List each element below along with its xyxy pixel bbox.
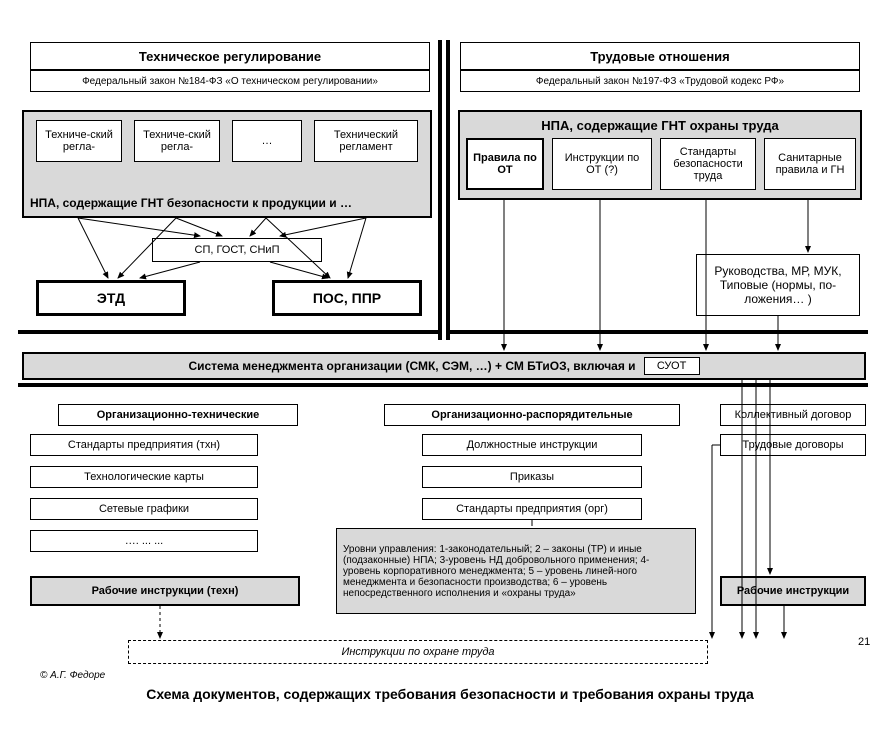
guidance-box: Руководства, МР, МУК, Типовые (нормы, по… (696, 254, 860, 316)
footnote: © А.Г. Федоре (40, 670, 105, 681)
pos-ppr-box: ПОС, ППР (272, 280, 422, 316)
col1-item-1: Стандарты предприятия (тхн) (30, 434, 258, 456)
right-item-2: Инструкции по ОТ (?) (552, 138, 652, 190)
left-header-subtitle: Федеральный закон №184-ФЗ «О техническом… (30, 70, 430, 92)
col3-item-1: Коллективный договор (720, 404, 866, 426)
sp-gost-box: СП, ГОСТ, СНиП (152, 238, 322, 262)
right-npa-title: НПА, содержащие ГНТ охраны труда (541, 118, 778, 133)
instructions-box: Инструкции по охране труда (128, 640, 708, 664)
hline-top-left (18, 330, 438, 334)
system-bar: Система менеджмента организации (СМК, СЭ… (22, 352, 866, 380)
center-separator-2 (446, 40, 450, 340)
levels-box: Уровни управления: 1-законодательный; 2 … (336, 528, 696, 614)
hline-top-right (450, 330, 868, 334)
col1-item-2: Технологические карты (30, 466, 258, 488)
right-item-3: Стандарты безопасности труда (660, 138, 756, 190)
right-header-subtitle: Федеральный закон №197-ФЗ «Трудовой коде… (460, 70, 860, 92)
col2-item-2: Приказы (422, 466, 642, 488)
left-npa-label: НПА, содержащие ГНТ безопасности к проду… (30, 196, 352, 210)
page-number: 21 (858, 636, 870, 648)
col3-bottom: Рабочие инструкции (720, 576, 866, 606)
col2-title: Организационно-распорядительные (384, 404, 680, 426)
col1-item-4: …. ... ... (30, 530, 258, 552)
etd-box: ЭТД (36, 280, 186, 316)
suot-box: СУОТ (644, 357, 700, 375)
col2-item-3: Стандарты предприятия (орг) (422, 498, 642, 520)
col1-title: Организационно-технические (58, 404, 298, 426)
left-reg-2: Техниче-ский регла- (134, 120, 220, 162)
col1-bottom: Рабочие инструкции (техн) (30, 576, 300, 606)
left-reg-3: … (232, 120, 302, 162)
left-reg-4: Технический регламент (314, 120, 418, 162)
left-reg-1: Техниче-ский регла- (36, 120, 122, 162)
center-separator-1 (438, 40, 442, 340)
hline-under-system (18, 383, 868, 387)
right-item-4: Санитарные правила и ГН (764, 138, 856, 190)
right-header-title: Трудовые отношения (460, 42, 860, 70)
right-item-1: Правила по ОТ (466, 138, 544, 190)
system-bar-text: Система менеджмента организации (СМК, СЭ… (188, 359, 635, 373)
caption: Схема документов, содержащих требования … (100, 686, 800, 702)
col2-item-1: Должностные инструкции (422, 434, 642, 456)
col3-item-2: Трудовые договоры (720, 434, 866, 456)
left-header-title: Техническое регулирование (30, 42, 430, 70)
col1-item-3: Сетевые графики (30, 498, 258, 520)
